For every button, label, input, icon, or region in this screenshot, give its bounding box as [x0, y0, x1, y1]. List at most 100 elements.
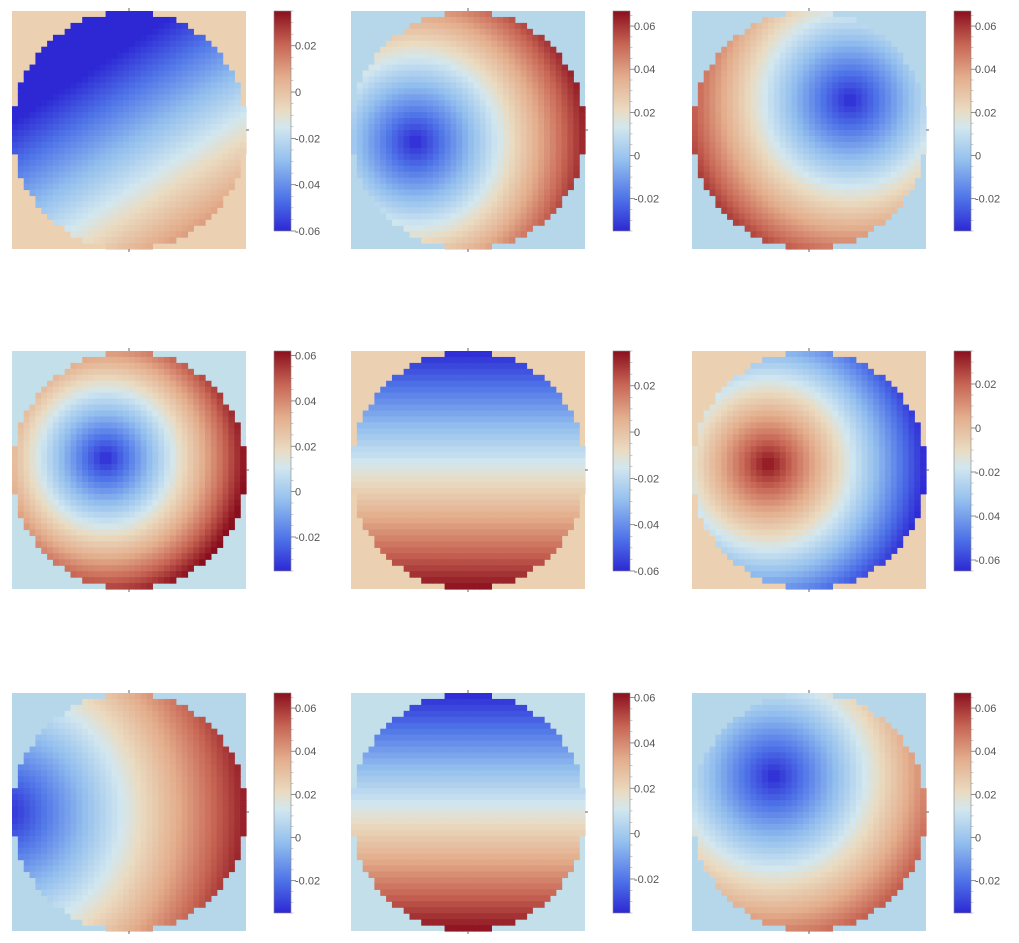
field-cell	[797, 71, 803, 78]
field-cell	[862, 88, 868, 95]
field-cell	[123, 369, 129, 376]
field-cell	[94, 500, 100, 507]
field-cell	[41, 195, 47, 202]
field-cell	[106, 387, 112, 394]
field-cell	[562, 65, 568, 72]
field-cell	[527, 41, 533, 48]
field-cell	[891, 76, 897, 83]
field-cell	[100, 500, 106, 507]
field-cell	[59, 71, 65, 78]
field-cell	[47, 172, 53, 179]
field-cell	[53, 184, 59, 191]
field-cell	[745, 29, 751, 36]
field-cell	[158, 535, 164, 542]
field-cell	[439, 166, 445, 173]
heatmap-svg: 0.060.040.020-0.02	[692, 11, 1012, 261]
field-cell	[94, 535, 100, 542]
field-cell	[415, 195, 421, 202]
field-cell	[715, 178, 721, 185]
field-cell	[117, 23, 123, 30]
field-cell	[415, 154, 421, 161]
field-cell	[88, 17, 94, 24]
field-cell	[76, 535, 82, 542]
field-cell	[164, 53, 170, 60]
field-cell	[786, 106, 792, 113]
field-cell	[53, 464, 59, 471]
field-cell	[550, 88, 556, 95]
field-cell	[59, 166, 65, 173]
field-cell	[491, 225, 497, 232]
field-cell	[135, 518, 141, 525]
field-cell	[751, 35, 757, 42]
field-cell	[480, 160, 486, 167]
field-cell	[538, 148, 544, 155]
field-cell	[199, 71, 205, 78]
field-cell	[486, 76, 492, 83]
field-cell	[164, 184, 170, 191]
field-cell	[562, 160, 568, 167]
field-cell	[129, 565, 135, 572]
field-cell	[544, 160, 550, 167]
field-cell	[188, 178, 194, 185]
field-cell	[164, 458, 170, 465]
field-cell	[879, 106, 885, 113]
field-cell	[59, 35, 65, 42]
field-cell	[450, 35, 456, 42]
field-cell	[88, 47, 94, 54]
field-cell	[135, 535, 141, 542]
field-cell	[756, 213, 762, 220]
field-cell	[727, 118, 733, 125]
field-cell	[515, 136, 521, 143]
field-cell	[223, 172, 229, 179]
field-cell	[59, 512, 65, 519]
field-cell	[768, 166, 774, 173]
field-cell	[832, 59, 838, 66]
field-cell	[141, 488, 147, 495]
field-cell	[176, 106, 182, 113]
field-cell	[193, 375, 199, 382]
field-cell	[427, 41, 433, 48]
field-cell	[791, 195, 797, 202]
field-cell	[117, 82, 123, 89]
field-cell	[35, 434, 41, 441]
field-cell	[885, 178, 891, 185]
field-cell	[850, 130, 856, 137]
field-cell	[164, 393, 170, 400]
field-cell	[24, 458, 30, 465]
field-cell	[751, 178, 757, 185]
field-cell	[809, 29, 815, 36]
field-cell	[404, 71, 410, 78]
field-cell	[762, 201, 768, 208]
field-cell	[228, 154, 234, 161]
field-cell	[856, 35, 862, 42]
field-cell	[821, 71, 827, 78]
field-cell	[844, 148, 850, 155]
field-cell	[71, 369, 77, 376]
field-cell	[182, 434, 188, 441]
field-cell	[386, 59, 392, 66]
field-cell	[199, 172, 205, 179]
field-cell	[715, 136, 721, 143]
field-cell	[53, 434, 59, 441]
field-cell	[727, 124, 733, 131]
field-cell	[170, 399, 176, 406]
field-cell	[193, 41, 199, 48]
field-cell	[158, 207, 164, 214]
field-cell	[94, 23, 100, 30]
field-cell	[35, 405, 41, 412]
field-cell	[497, 124, 503, 131]
field-cell	[152, 393, 158, 400]
field-cell	[53, 452, 59, 459]
field-cell	[217, 195, 223, 202]
field-cell	[856, 82, 862, 89]
field-cell	[868, 225, 874, 232]
field-cell	[815, 213, 821, 220]
field-cell	[35, 172, 41, 179]
field-cell	[117, 422, 123, 429]
field-cell	[727, 53, 733, 60]
field-cell	[234, 112, 240, 119]
field-cell	[515, 184, 521, 191]
field-cell	[404, 94, 410, 101]
field-cell	[398, 71, 404, 78]
field-cell	[456, 35, 462, 42]
